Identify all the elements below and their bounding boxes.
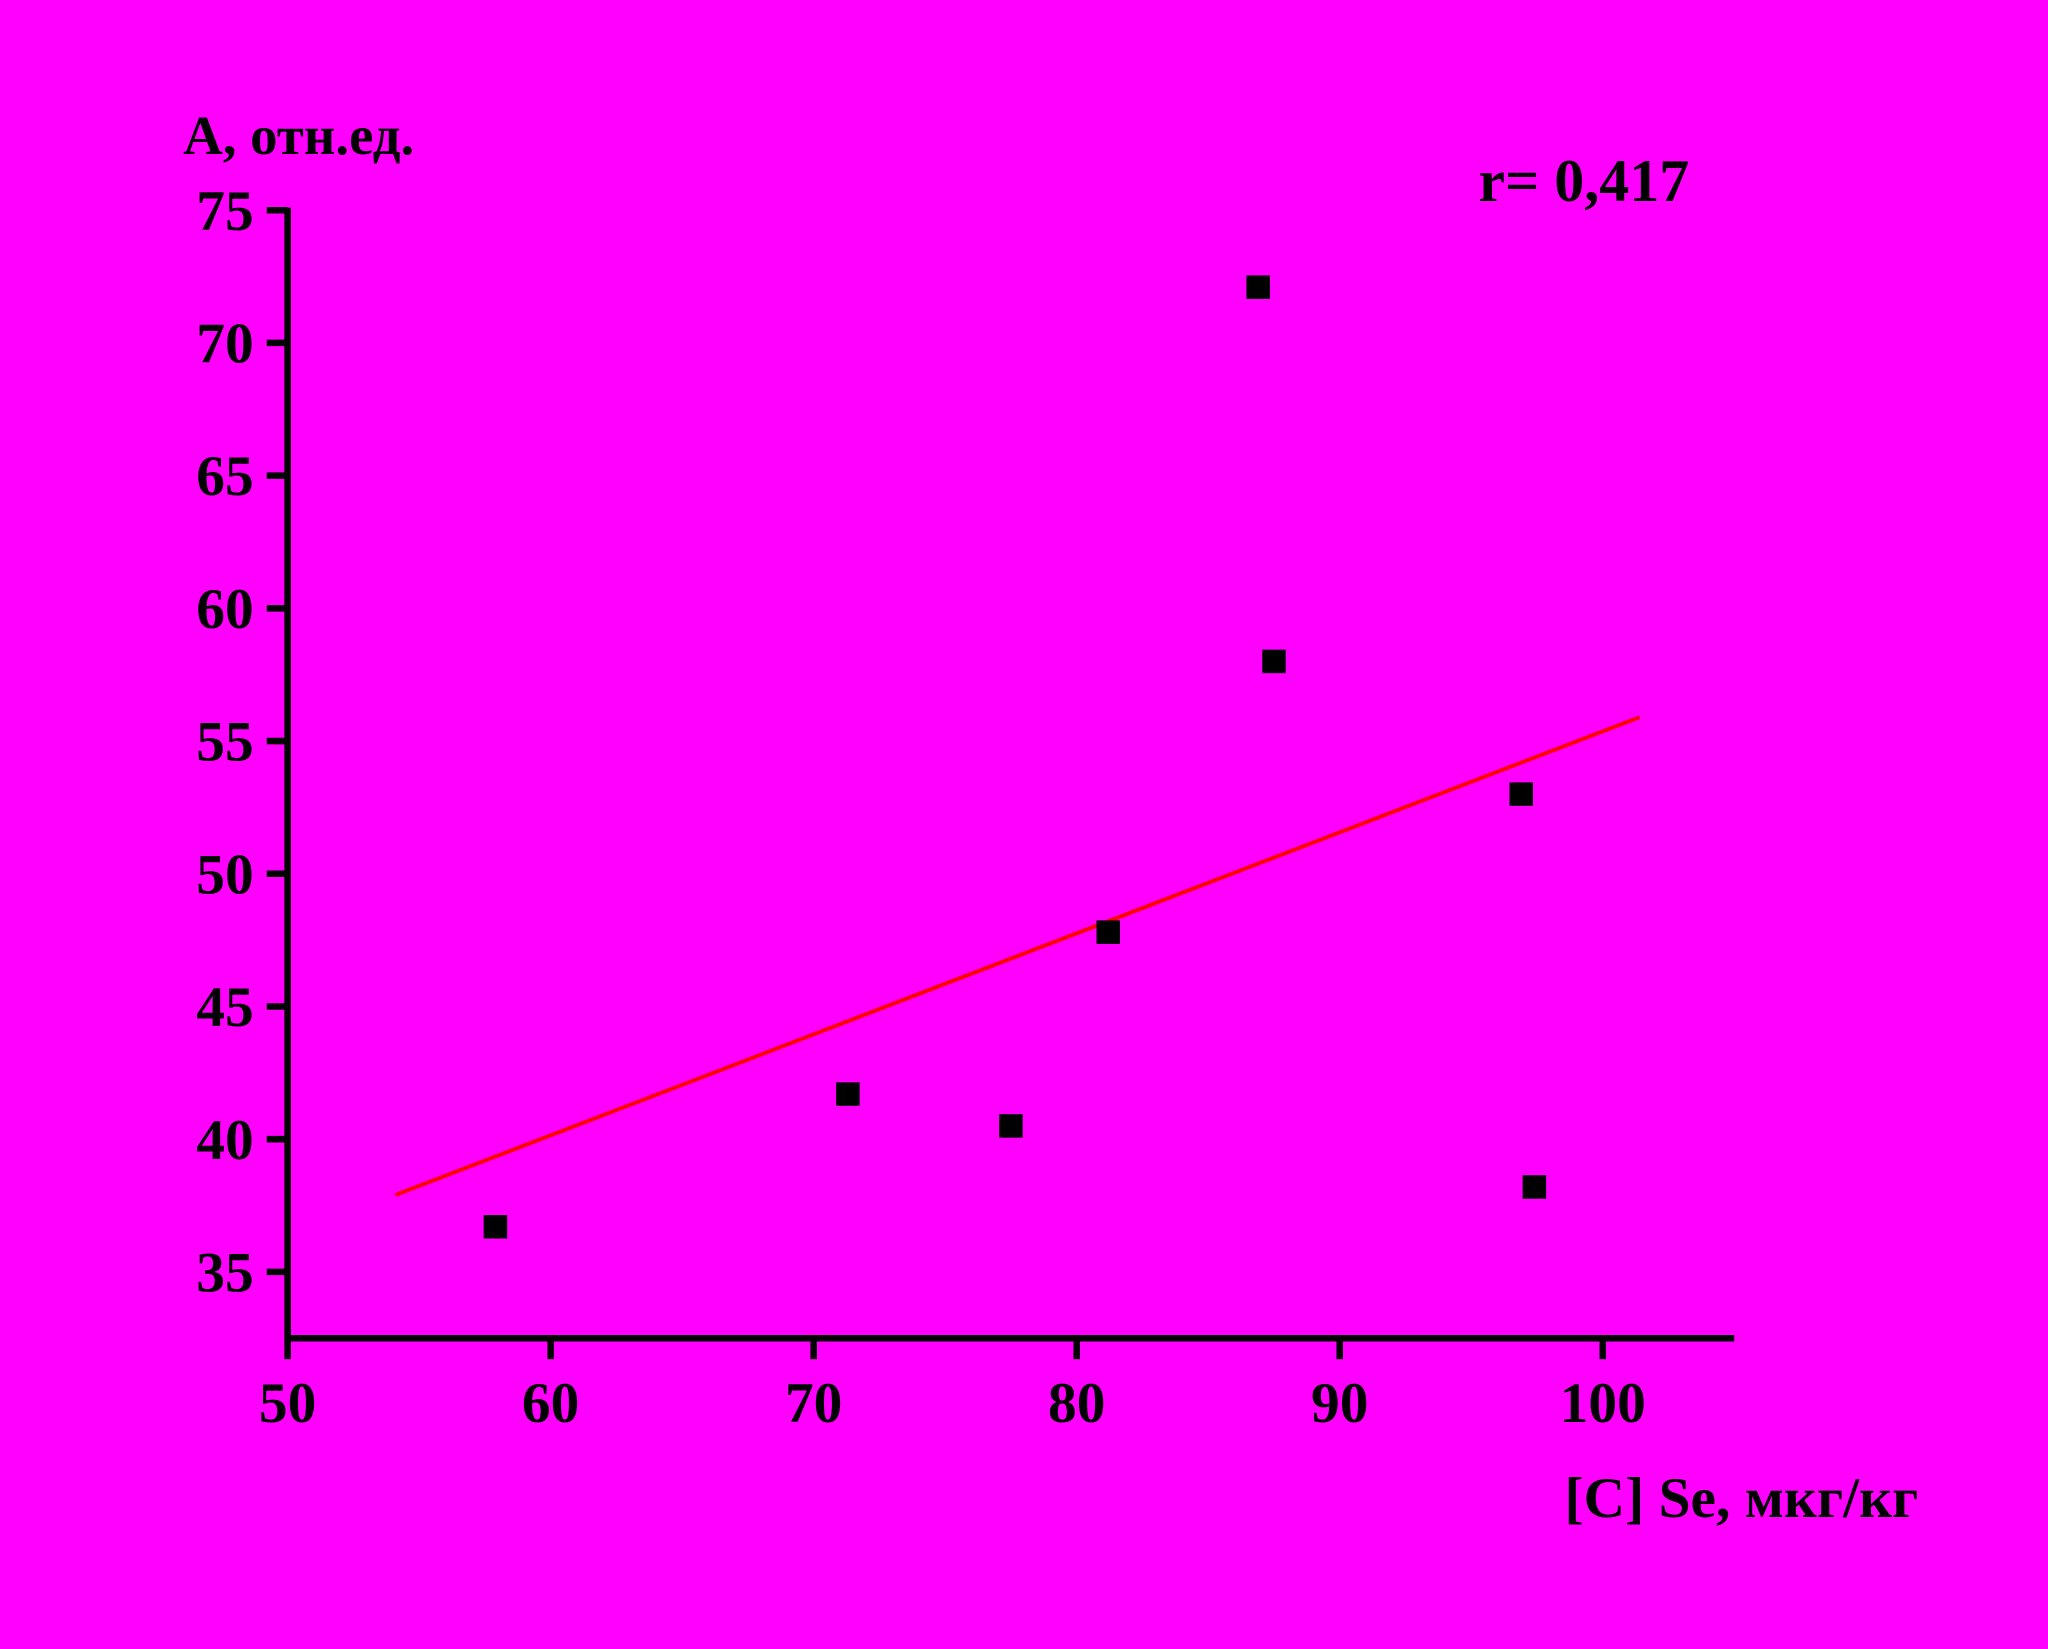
x-tick-label: 50 (259, 1372, 316, 1435)
y-tick-label: 60 (196, 578, 253, 641)
point (836, 1082, 860, 1106)
point (1246, 275, 1270, 299)
y-tick-label: 55 (196, 711, 253, 774)
x-tick-label: 70 (785, 1372, 842, 1435)
y-tick-label: 75 (196, 180, 253, 243)
trend-line (394, 715, 1641, 1197)
point (1509, 782, 1533, 806)
y-tick-label: 45 (196, 976, 253, 1039)
x-tick-label: 60 (522, 1372, 579, 1435)
point (1096, 920, 1121, 944)
y-tick-label: 35 (196, 1241, 253, 1304)
annotation: r= 0,417 (1478, 147, 1689, 214)
point (1262, 649, 1286, 674)
x-tick-label: 80 (1048, 1372, 1105, 1435)
y-axis-label: A, отн.ед. (183, 105, 414, 166)
x-axis-label: [C] Se, мкг/кг (1565, 1467, 1919, 1530)
y-tick-label: 40 (196, 1109, 253, 1172)
y-tick-label: 50 (196, 843, 253, 906)
point (483, 1215, 508, 1239)
x-tick-label: 100 (1560, 1372, 1646, 1435)
point (1522, 1175, 1547, 1199)
x-tick-label: 90 (1311, 1372, 1368, 1435)
y-tick-label: 70 (196, 313, 253, 376)
y-tick-label: 65 (196, 445, 253, 508)
point (999, 1114, 1023, 1138)
